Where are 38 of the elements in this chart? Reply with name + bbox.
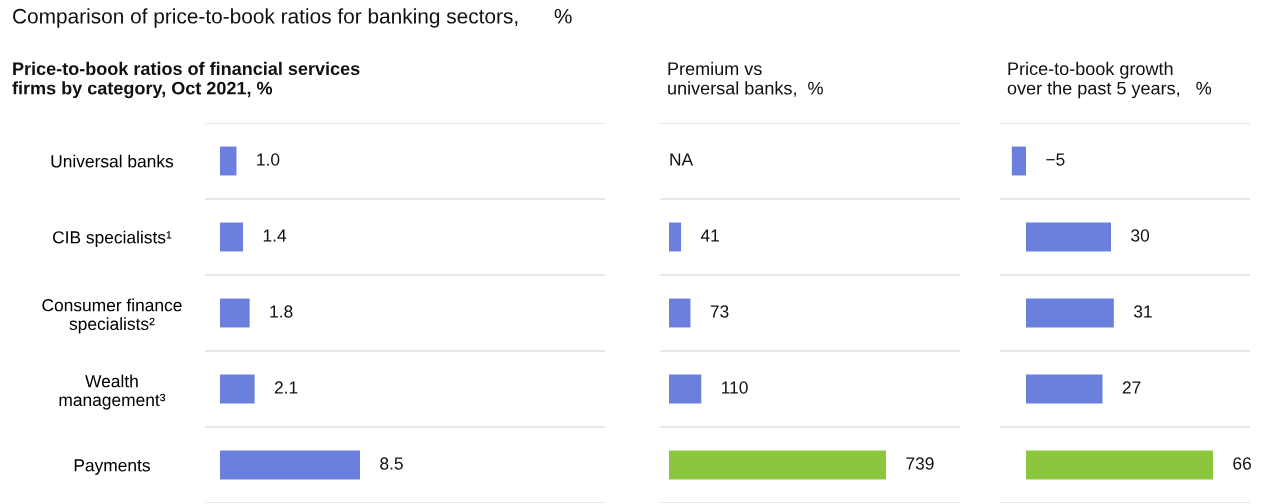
bar: [220, 298, 250, 328]
bar: [220, 374, 255, 404]
bar: [220, 222, 244, 252]
data-label: 73: [710, 305, 729, 318]
data-label: 1.4: [263, 229, 287, 242]
bar: [1026, 298, 1114, 328]
data-label: 31: [1133, 305, 1152, 318]
data-label: 8.5: [380, 457, 403, 470]
y-tick-label: Wealth management³: [59, 374, 166, 410]
data-label: 1.0: [257, 153, 280, 166]
bar: [1026, 222, 1111, 252]
chart-title: Premium vs universal banks, %: [668, 61, 823, 97]
y-tick-label: Universal banks: [51, 154, 174, 168]
chart-title: Price-to-book growth over the past 5 years, %: [1007, 61, 1212, 99]
bar: [1011, 146, 1026, 176]
data-label: 41: [700, 229, 719, 242]
bar: [1026, 450, 1213, 480]
bar: [669, 298, 691, 328]
bar: [669, 450, 886, 480]
data-label: 27: [1122, 381, 1141, 394]
bar: [220, 450, 360, 480]
text: NA: [670, 153, 694, 166]
bar: [669, 374, 702, 404]
bar: [1026, 374, 1103, 404]
data-label: 1.8: [270, 305, 293, 318]
data-label: 739: [906, 457, 934, 470]
data-label: 30: [1131, 229, 1150, 242]
chart-subtitle: Price-to-book ratios of financial services firms by category, Oct 2021, %: [12, 61, 360, 99]
data-label: 2.1: [274, 381, 298, 394]
y-tick-label: Payments: [74, 459, 150, 475]
chart-title: Comparison of price-to-book ratios for banking sectors, %: [13, 8, 572, 28]
data-label: 66: [1233, 457, 1251, 470]
y-tick-label: CIB specialists¹: [53, 230, 172, 247]
y-tick-label: Consumer finance specialists²: [42, 298, 182, 334]
data-label: 110: [722, 381, 748, 394]
bar: [220, 146, 237, 176]
bar: [669, 222, 682, 252]
data-label: −5: [1046, 153, 1065, 166]
